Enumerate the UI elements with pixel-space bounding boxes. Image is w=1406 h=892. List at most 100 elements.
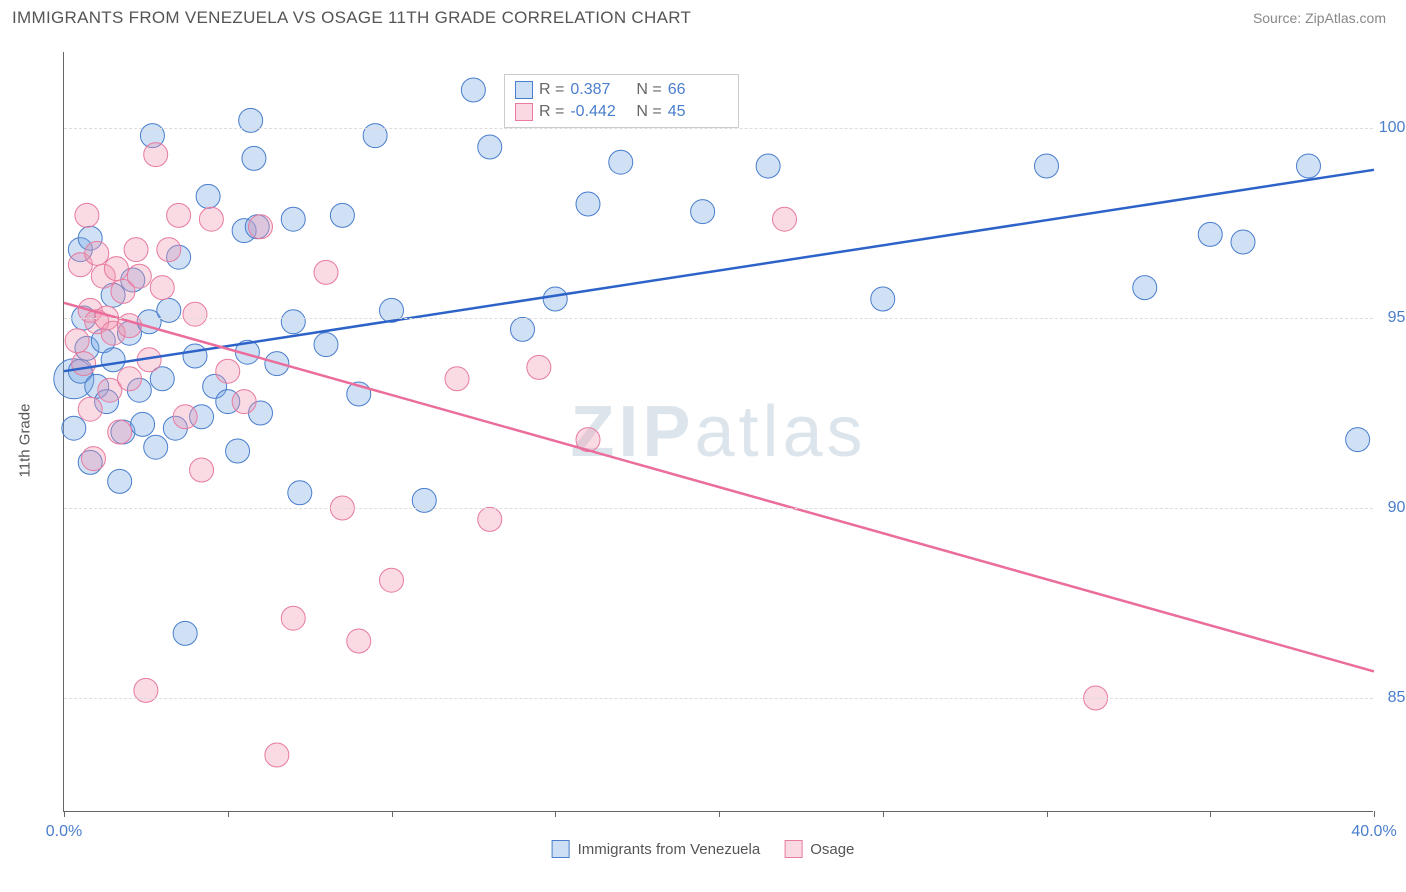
gridline [64, 508, 1373, 509]
data-point [314, 260, 338, 284]
data-point [576, 192, 600, 216]
data-point [62, 416, 86, 440]
data-point [72, 352, 96, 376]
data-point [281, 606, 305, 630]
data-point [609, 150, 633, 174]
gridline [64, 698, 1373, 699]
data-point [157, 238, 181, 262]
data-point [190, 458, 214, 482]
data-point [144, 435, 168, 459]
data-point [108, 469, 132, 493]
data-point [104, 257, 128, 281]
legend-r-label: R = [539, 103, 564, 121]
data-point [330, 203, 354, 227]
data-point [461, 78, 485, 102]
legend-swatch-pink [515, 103, 533, 121]
data-point [265, 743, 289, 767]
data-point [85, 241, 109, 265]
legend-stats: R = 0.387 N = 66 R = -0.442 N = 45 [504, 74, 739, 128]
x-tick-mark [1374, 811, 1375, 817]
gridline [64, 318, 1373, 319]
trend-line [64, 170, 1374, 371]
data-point [1198, 222, 1222, 246]
data-point [1035, 154, 1059, 178]
chart-container: 11th Grade ZIPatlas R = 0.387 N = 66 R =… [13, 32, 1393, 862]
plot-area: ZIPatlas R = 0.387 N = 66 R = -0.442 N =… [63, 52, 1373, 812]
source-attribution: Source: ZipAtlas.com [1253, 10, 1386, 26]
data-point [527, 355, 551, 379]
data-point [1346, 428, 1370, 452]
legend-label-blue: Immigrants from Venezuela [578, 841, 761, 858]
data-point [281, 310, 305, 334]
data-point [478, 507, 502, 531]
y-tick-label: 85.0% [1388, 689, 1406, 707]
data-point [871, 287, 895, 311]
data-point [1297, 154, 1321, 178]
data-point [1231, 230, 1255, 254]
data-point [314, 333, 338, 357]
data-point [232, 390, 256, 414]
legend-n-label: N = [636, 81, 661, 99]
y-tick-label: 100.0% [1379, 119, 1406, 137]
data-point [150, 276, 174, 300]
y-tick-label: 90.0% [1388, 499, 1406, 517]
legend-r-value-pink: -0.442 [570, 103, 630, 121]
data-point [81, 447, 105, 471]
legend-swatch-blue [515, 81, 533, 99]
data-point [183, 302, 207, 326]
data-point [127, 264, 151, 288]
data-point [183, 344, 207, 368]
y-axis-label: 11th Grade [17, 404, 34, 478]
data-point [1133, 276, 1157, 300]
data-point [108, 420, 132, 444]
data-point [173, 621, 197, 645]
legend-bottom: Immigrants from Venezuela Osage [552, 840, 855, 858]
x-tick-mark [64, 811, 65, 817]
data-point [173, 405, 197, 429]
legend-label-pink: Osage [810, 841, 854, 858]
data-point [281, 207, 305, 231]
x-tick-mark [719, 811, 720, 817]
data-point [101, 348, 125, 372]
x-tick-mark [1210, 811, 1211, 817]
x-tick-mark [883, 811, 884, 817]
x-tick-mark [1047, 811, 1048, 817]
data-point [756, 154, 780, 178]
chart-title: IMMIGRANTS FROM VENEZUELA VS OSAGE 11TH … [12, 8, 691, 28]
x-tick-mark [228, 811, 229, 817]
data-point [773, 207, 797, 231]
data-point [78, 397, 102, 421]
trend-line [64, 303, 1374, 672]
data-point [131, 412, 155, 436]
gridline [64, 128, 1373, 129]
data-point [242, 146, 266, 170]
data-point [118, 367, 142, 391]
data-point [288, 481, 312, 505]
data-point [445, 367, 469, 391]
data-point [543, 287, 567, 311]
data-point [478, 135, 502, 159]
legend-r-value-blue: 0.387 [570, 81, 630, 99]
data-point [199, 207, 223, 231]
data-point [226, 439, 250, 463]
data-point [144, 143, 168, 167]
y-tick-label: 95.0% [1388, 309, 1406, 327]
data-point [380, 568, 404, 592]
x-tick-label: 40.0% [1351, 823, 1396, 841]
x-tick-mark [392, 811, 393, 817]
data-point [511, 317, 535, 341]
data-point [216, 359, 240, 383]
data-point [65, 329, 89, 353]
data-point [196, 184, 220, 208]
data-point [167, 203, 191, 227]
legend-n-label: N = [636, 103, 661, 121]
data-point [124, 238, 148, 262]
legend-r-label: R = [539, 81, 564, 99]
legend-swatch-pink [784, 840, 802, 858]
data-point [249, 215, 273, 239]
legend-n-value-pink: 45 [668, 103, 728, 121]
legend-n-value-blue: 66 [668, 81, 728, 99]
data-point [691, 200, 715, 224]
data-point [75, 203, 99, 227]
data-point [347, 629, 371, 653]
